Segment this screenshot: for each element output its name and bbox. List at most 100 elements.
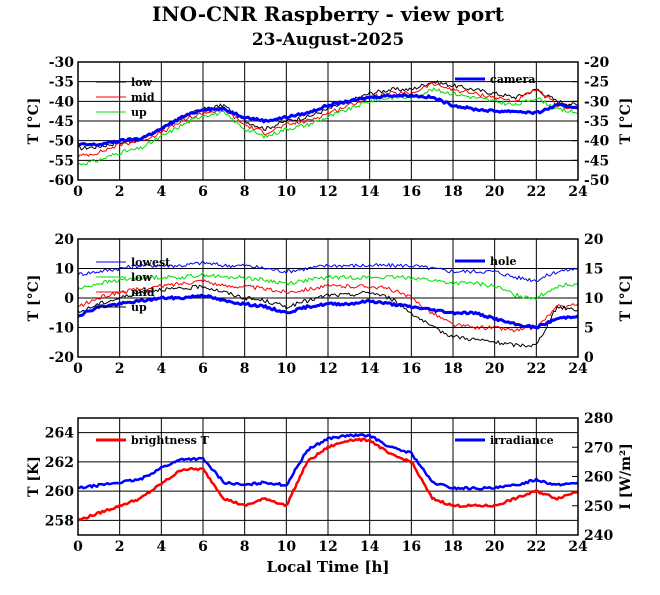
panel-2: 0 2 4 6 8 10 12 14 16 18 20 22 24-20-100102005101520…	[26, 232, 634, 377]
x-tick-label: 0	[73, 184, 83, 200]
x-tick-label: 22	[527, 361, 546, 377]
x-tick-label: 14	[360, 539, 380, 555]
y-tick-label-left: 258	[45, 513, 74, 529]
x-tick-label: 18	[443, 184, 462, 200]
y-tick-label-left: -55	[49, 153, 74, 169]
y-tick-label-right: 240	[584, 528, 613, 544]
y-tick-label-right: -20	[584, 55, 610, 71]
y-tick-label-right: 280	[584, 411, 613, 427]
y-tick-label-right: -35	[584, 114, 609, 130]
y-tick-label-left: 262	[45, 455, 74, 471]
series-line-mid	[77, 279, 579, 333]
legend-label: lowest	[131, 256, 171, 269]
x-tick-label: 2	[115, 361, 125, 377]
y-tick-label-left: -20	[49, 350, 75, 366]
y-axis-label-right: T [°C]	[618, 98, 634, 145]
y-tick-label-left: 0	[64, 291, 74, 307]
x-tick-label: 24	[568, 184, 588, 200]
x-tick-label: 8	[240, 361, 250, 377]
y-tick-label-left: 264	[45, 426, 74, 442]
x-tick-label: 2	[115, 539, 125, 555]
x-tick-label: 14	[360, 184, 380, 200]
x-tick-label: 0	[73, 539, 83, 555]
y-tick-label-left: 10	[55, 262, 75, 278]
series-line-camera	[77, 93, 579, 147]
x-tick-label: 20	[485, 184, 505, 200]
x-tick-label: 18	[443, 361, 462, 377]
y-tick-label-right: -45	[584, 153, 609, 169]
legend-label: up	[131, 106, 147, 119]
legend-label: irradiance	[490, 434, 554, 447]
y-tick-label-right: 10	[584, 291, 604, 307]
y-tick-label-left: -35	[49, 75, 74, 91]
y-tick-label-left: -50	[49, 134, 75, 150]
x-tick-label: 0	[73, 361, 83, 377]
x-tick-label: 8	[240, 539, 250, 555]
y-tick-label-right: 250	[584, 499, 613, 515]
y-tick-label-left: 20	[55, 232, 75, 248]
y-tick-label-left: 260	[45, 484, 74, 500]
y-axis-label-left: T [K]	[26, 456, 42, 497]
panels: 0 2 4 6 8 10 12 14 16 18 20 22 24-60-55-50-45-40-35-…	[26, 55, 634, 555]
panel-1: 0 2 4 6 8 10 12 14 16 18 20 22 24-60-55-50-45-40-35-…	[26, 55, 634, 200]
legend-label: camera	[490, 73, 535, 86]
series-line-up	[77, 284, 579, 348]
y-tick-label-right: -25	[584, 75, 609, 91]
series-line-mid	[77, 82, 579, 159]
x-tick-label: 12	[318, 361, 337, 377]
y-axis-label-left: T [°C]	[26, 98, 42, 145]
y-tick-label-left: -40	[49, 94, 75, 110]
series-line-lowest	[77, 260, 579, 282]
y-tick-label-right: -40	[584, 134, 610, 150]
y-axis-label-right: T [°C]	[618, 275, 634, 322]
y-tick-label-left: -60	[49, 173, 75, 189]
legend-label: up	[131, 301, 147, 314]
y-tick-label-right: 20	[584, 232, 604, 248]
x-tick-label: 22	[527, 539, 546, 555]
legend-label: hole	[490, 255, 517, 268]
x-tick-label: 8	[240, 184, 250, 200]
series-line-low	[77, 272, 579, 301]
x-tick-label: 10	[277, 539, 297, 555]
x-tick-label: 16	[402, 184, 421, 200]
x-tick-label: 6	[198, 361, 208, 377]
x-tick-label: 4	[156, 539, 166, 555]
y-tick-label-right: 260	[584, 470, 613, 486]
plot-frame	[77, 238, 579, 358]
series-line-up	[77, 87, 579, 166]
y-tick-label-right: -30	[584, 94, 610, 110]
y-tick-label-left: -45	[49, 114, 74, 130]
x-tick-label: 14	[360, 361, 380, 377]
panel-3: 0 2 4 6 8 10 12 14 16 18 20 22 242582602622642402502…	[26, 411, 634, 555]
y-axis-label-left: T [°C]	[26, 275, 42, 322]
series-line-brightness-T	[77, 437, 579, 522]
y-tick-label-left: -30	[49, 55, 75, 71]
y-tick-label-right: 0	[584, 350, 594, 366]
plot-frame	[77, 61, 579, 181]
y-tick-label-right: 270	[584, 440, 613, 456]
plot-frame	[77, 417, 579, 536]
legend-label: brightness T	[131, 434, 210, 447]
x-tick-label: 4	[156, 184, 166, 200]
legend-label: mid	[131, 286, 155, 299]
x-tick-label: 24	[568, 539, 588, 555]
y-tick-label-right: 5	[584, 321, 594, 337]
y-tick-label-left: -10	[49, 321, 75, 337]
x-tick-label: 4	[156, 361, 166, 377]
x-tick-label: 6	[198, 539, 208, 555]
x-tick-label: 16	[402, 539, 421, 555]
y-axis-label-right: I [W/m²]	[618, 443, 634, 509]
x-axis-label: Local Time [h]	[267, 558, 390, 576]
series-line-hole	[77, 293, 579, 330]
legend-label: low	[131, 271, 153, 284]
x-tick-label: 20	[485, 539, 505, 555]
x-tick-label: 2	[115, 184, 125, 200]
x-tick-label: 20	[485, 361, 505, 377]
legend-label: mid	[131, 91, 155, 104]
chart-date: 23-August-2025	[252, 30, 404, 50]
series-line-irradiance	[77, 433, 579, 491]
x-tick-label: 10	[277, 184, 297, 200]
y-tick-label-right: -50	[584, 173, 610, 189]
x-tick-label: 12	[318, 184, 337, 200]
